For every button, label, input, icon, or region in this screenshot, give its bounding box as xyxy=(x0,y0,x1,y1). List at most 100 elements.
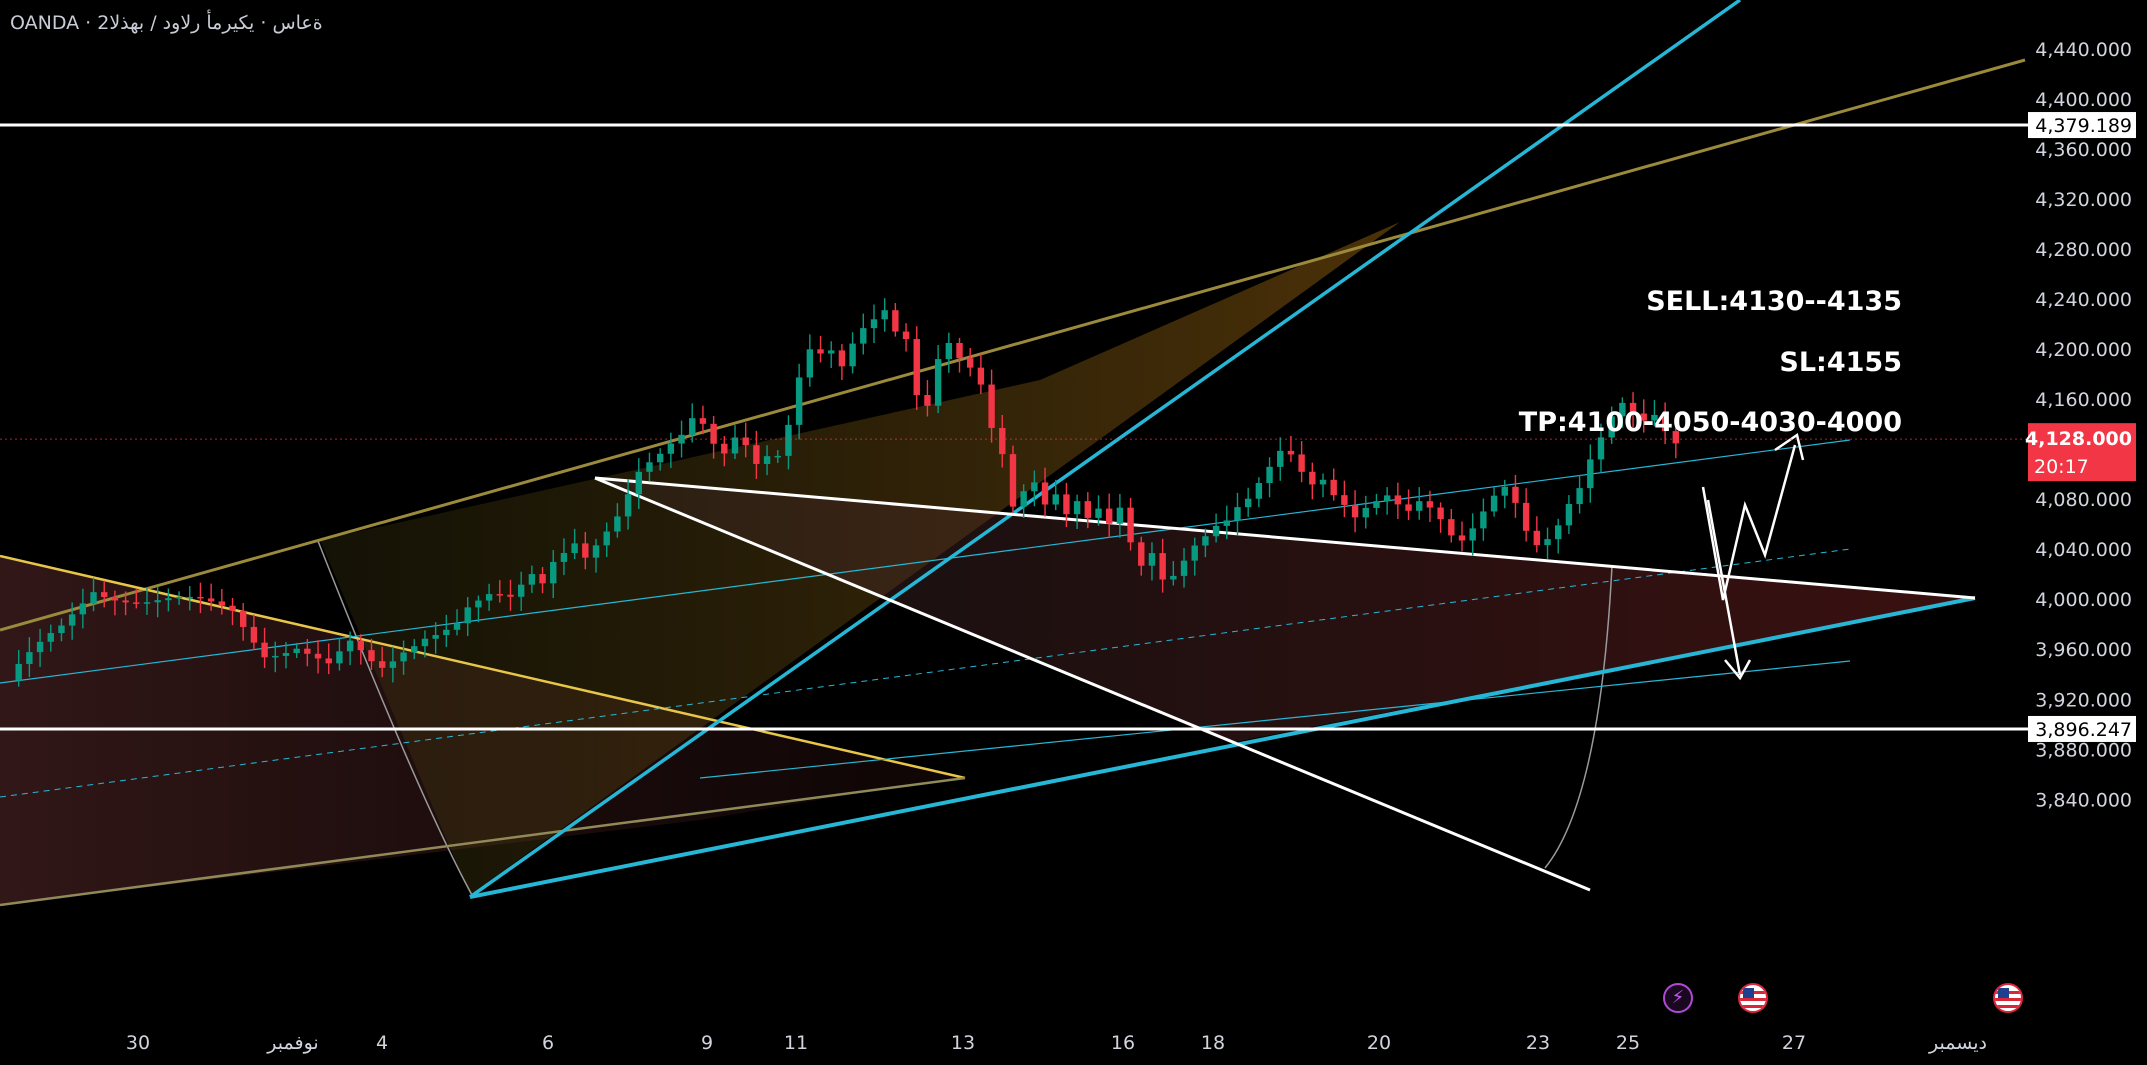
projection-arrows[interactable] xyxy=(1701,432,1805,681)
candle-body xyxy=(1244,498,1252,508)
shaded-zones xyxy=(0,222,1970,905)
candle-body xyxy=(1512,486,1519,503)
candle-body xyxy=(1319,479,1327,485)
candle-body xyxy=(956,342,963,359)
candle-body xyxy=(90,592,97,604)
arc-left xyxy=(317,540,473,896)
candle-body xyxy=(314,653,322,659)
x-tick-label: 13 xyxy=(951,1032,975,1054)
candle-body xyxy=(1533,530,1541,546)
candle-body xyxy=(1031,482,1038,492)
candle-body xyxy=(357,640,365,651)
candle-body xyxy=(325,658,332,664)
triangle-upper-edge xyxy=(594,476,1976,600)
candle-body xyxy=(1640,413,1647,421)
candle-body xyxy=(165,598,172,601)
candle-body xyxy=(646,462,653,472)
candle-body xyxy=(1629,402,1637,414)
candle-body xyxy=(710,423,717,444)
candle-body xyxy=(1619,402,1626,417)
candle-body xyxy=(1223,520,1230,526)
candle-body xyxy=(1148,553,1156,566)
candle-body xyxy=(453,623,461,630)
x-tick-label: 16 xyxy=(1111,1032,1135,1054)
candle-body xyxy=(550,561,557,584)
y-tick-label: 4,040.000 xyxy=(2035,539,2132,561)
candle-body xyxy=(603,531,610,546)
candle-body xyxy=(1063,494,1070,515)
horizontal-levels[interactable]: 4,379.189 3,896.247 4,128.000 20:17 xyxy=(0,112,2136,742)
candle-body xyxy=(614,516,621,532)
candle-body xyxy=(1555,525,1562,540)
candle-body xyxy=(15,663,22,681)
candle-body xyxy=(1608,416,1615,438)
y-tick-label: 4,240.000 xyxy=(2035,289,2132,311)
candle-body xyxy=(186,596,193,599)
level-label-box xyxy=(2028,715,2136,742)
candle-body xyxy=(828,350,835,354)
descending-yellow-line xyxy=(0,554,966,780)
candle-body xyxy=(838,350,846,367)
us-flag-icon[interactable] xyxy=(1738,983,1768,1013)
candle-body xyxy=(539,574,546,584)
candle-body xyxy=(272,655,279,658)
candle-body xyxy=(592,545,600,558)
candle-body xyxy=(1159,553,1166,580)
candle-body xyxy=(1073,501,1081,515)
candle-body xyxy=(1180,560,1188,576)
y-tick-label: 4,400.000 xyxy=(2035,89,2132,111)
candle-body xyxy=(1084,501,1092,518)
upper-trend-line xyxy=(0,58,2026,632)
x-tick-label: 23 xyxy=(1526,1032,1550,1054)
y-tick-label: 4,000.000 xyxy=(2035,589,2132,611)
candle-body xyxy=(806,349,814,378)
candle-body xyxy=(656,453,664,463)
stop-loss-annotation: SL:4155 xyxy=(1779,347,1902,378)
candle-body xyxy=(1341,495,1348,505)
candle-body xyxy=(154,600,161,603)
flash-icon[interactable]: ⚡ xyxy=(1663,983,1693,1013)
candle-body xyxy=(517,584,525,597)
candle-body xyxy=(924,395,931,406)
candle-body xyxy=(1501,486,1508,496)
bearish-projection-arrow xyxy=(1706,499,1742,676)
candle-body xyxy=(47,633,54,642)
candle-body xyxy=(753,445,760,464)
price-axis[interactable]: 3,840.000 3,880.000 3,920.000 3,960.000 4,00… xyxy=(2035,39,2132,811)
level-label: 4,379.189 xyxy=(2035,115,2132,137)
candle-body xyxy=(1458,535,1466,541)
candle-body xyxy=(1266,466,1273,484)
y-tick-label: 3,840.000 xyxy=(2035,789,2132,811)
x-tick-label: 20 xyxy=(1367,1032,1391,1054)
candle-body xyxy=(795,377,803,425)
candle-body xyxy=(58,625,65,634)
candle-body xyxy=(967,358,974,368)
level-label: 3,896.247 xyxy=(2035,719,2132,741)
arrow-head-down xyxy=(1724,659,1752,681)
countdown-label: 20:17 xyxy=(2034,456,2089,478)
candle-body xyxy=(1587,459,1594,489)
candle-body xyxy=(1362,507,1369,518)
time-axis[interactable]: 30 نوفمبر 4 6 9 11 13 16 18 20 23 25 27 ديسمبر xyxy=(126,1032,1987,1054)
candle-body xyxy=(1127,507,1134,543)
candle-body xyxy=(1394,495,1402,505)
us-flag-icon[interactable] xyxy=(1993,983,2023,1013)
candle-body xyxy=(421,638,429,647)
steep-blue-trend xyxy=(468,0,1742,899)
candle-body xyxy=(293,648,300,654)
channel-lower-thin xyxy=(699,660,1851,779)
candle-body xyxy=(1105,508,1113,524)
candle-body xyxy=(101,592,108,597)
candle-body xyxy=(1309,471,1316,485)
drawing-lines[interactable] xyxy=(0,0,2026,907)
candle-body xyxy=(977,367,985,385)
candle-body xyxy=(528,574,536,585)
x-tick-label: 9 xyxy=(701,1032,713,1054)
x-tick-label: نوفمبر xyxy=(266,1032,318,1054)
channel-mid-dashed xyxy=(0,548,1851,798)
candle-body xyxy=(624,494,632,517)
candle-body xyxy=(1041,482,1049,505)
y-tick-label: 4,440.000 xyxy=(2035,39,2132,61)
candle-body xyxy=(79,603,87,615)
